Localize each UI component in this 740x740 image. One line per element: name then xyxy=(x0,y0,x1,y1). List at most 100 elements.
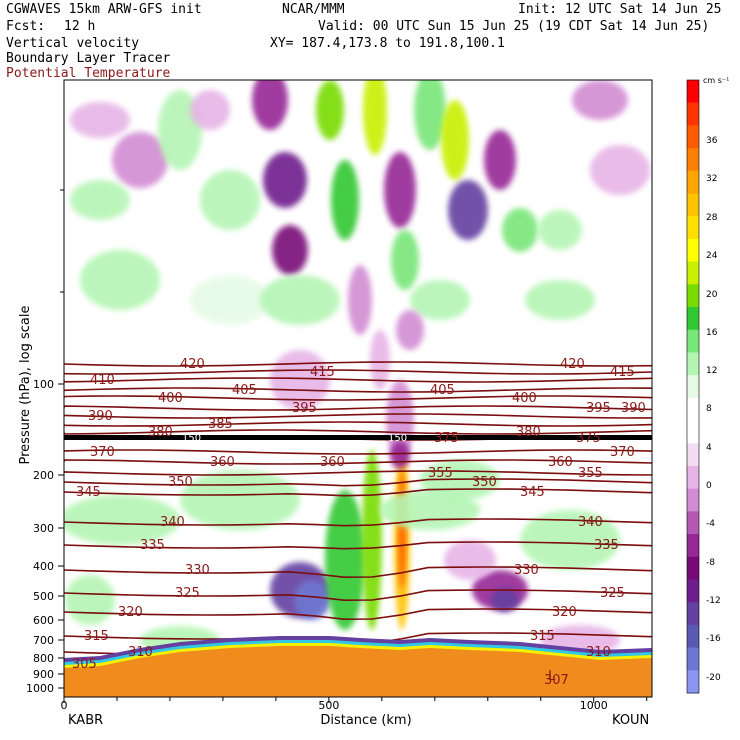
theta-contour-330 xyxy=(64,566,652,579)
colorbar-swatch xyxy=(687,193,699,217)
theta-label: 330 xyxy=(185,563,210,578)
theta-label: 370 xyxy=(90,445,115,460)
vv-blob xyxy=(331,160,359,240)
colorbar-swatch xyxy=(687,602,699,626)
colorbar-label: 0 xyxy=(706,481,712,491)
theta-label: 385 xyxy=(208,417,233,432)
theta-contour-355 xyxy=(64,470,652,476)
colorbar-swatch xyxy=(687,397,699,422)
vv-blob xyxy=(65,575,115,625)
y-tick-label: 400 xyxy=(33,560,54,573)
terrain xyxy=(64,646,652,697)
theta-label: 325 xyxy=(600,586,625,601)
theta-label: 415 xyxy=(310,365,335,380)
tropopause-label-left: 150 xyxy=(182,433,201,444)
y-axis-label: Pressure (hPa), log scale xyxy=(18,306,33,465)
fcst-label: Fcst: xyxy=(6,19,46,34)
y-tick-label: 300 xyxy=(33,522,54,535)
theta-contour-labels: 420 420 415 415 410 405 405 400 400 395 395 390 390 3… xyxy=(72,357,646,688)
theta-label: 380 xyxy=(516,425,541,440)
field-potential-temperature: Potential Temperature xyxy=(6,66,171,81)
colorbar-label: 32 xyxy=(706,174,717,184)
vv-blob xyxy=(410,280,470,320)
theta-label: 375 xyxy=(434,431,459,446)
theta-contour-390 xyxy=(64,413,652,419)
theta-contour-345 xyxy=(64,488,652,497)
theta-label: 390 xyxy=(88,409,113,424)
low-marker: L xyxy=(548,669,556,684)
vv-blob xyxy=(252,80,288,130)
vv-blob xyxy=(263,152,307,208)
vv-blob xyxy=(272,225,308,275)
theta-label: 307 xyxy=(544,673,569,688)
y-tick-label: 900 xyxy=(33,668,54,681)
valid-time: Valid: 00 UTC Sun 15 Jun 25 (19 CDT Sat … xyxy=(318,19,710,34)
colorbar-swatch xyxy=(687,125,699,149)
vv-blob xyxy=(180,470,300,530)
theta-label: 360 xyxy=(210,455,235,470)
xy-coordinates: XY= 187.4,173.8 to 191.8,100.1 xyxy=(270,36,505,51)
vv-blob xyxy=(525,280,595,320)
theta-label: 380 xyxy=(148,425,173,440)
theta-label: 390 xyxy=(621,401,646,416)
y-tick-label: 600 xyxy=(33,614,54,627)
x-tick-label: 0 xyxy=(61,699,68,712)
colorbar-swatch xyxy=(687,488,699,512)
vertical-velocity-shading xyxy=(70,80,650,390)
y-tick-label: 700 xyxy=(33,634,54,647)
field-vertical-velocity: Vertical velocity xyxy=(6,36,140,51)
vv-blob xyxy=(384,152,416,228)
theta-label: 315 xyxy=(530,629,555,644)
theta-label: 395 xyxy=(586,401,611,416)
vv-blob xyxy=(294,580,330,620)
theta-label: 355 xyxy=(428,466,453,481)
vv-blob xyxy=(444,540,496,580)
colorbar-swatch xyxy=(687,102,699,126)
left-endpoint-label: KABR xyxy=(68,713,103,728)
colorbar-swatch xyxy=(687,284,699,308)
colorbar-swatch xyxy=(687,465,699,490)
colorbar-swatch xyxy=(687,670,699,694)
theta-contour-400 xyxy=(64,395,652,401)
theta-label: 420 xyxy=(180,357,205,372)
colorbar-swatch xyxy=(687,624,699,649)
theta-contour-410 xyxy=(64,377,652,383)
plot-frame xyxy=(63,79,653,698)
init-time: Init: 12 UTC Sat 14 Jun 25 xyxy=(518,2,722,17)
vv-blob xyxy=(370,330,390,390)
colorbar-label: -16 xyxy=(706,634,721,644)
colorbar: 36 32 28 24 20 16 12 8 4 0 -4 -8 -12 -16 -20 xyxy=(686,79,721,694)
colorbar-swatch xyxy=(687,216,699,240)
theta-label: 360 xyxy=(320,455,345,470)
fcst-value: 12 h xyxy=(64,19,96,34)
theta-label: 315 xyxy=(84,629,109,644)
vv-blob xyxy=(70,180,130,220)
colorbar-label: 36 xyxy=(706,136,718,146)
colorbar-label: -20 xyxy=(706,673,721,683)
colorbar-swatch xyxy=(687,238,699,263)
theta-label: 410 xyxy=(90,373,115,388)
vv-blob xyxy=(190,90,230,130)
model-title: CGWAVES 15km ARW-GFS init xyxy=(6,2,202,17)
colorbar-label: 20 xyxy=(706,290,718,300)
theta-label: 325 xyxy=(175,586,200,601)
theta-label: 350 xyxy=(472,475,497,490)
colorbar-swatch xyxy=(687,647,699,671)
theta-label: 340 xyxy=(578,515,603,530)
colorbar-label: 16 xyxy=(706,328,718,338)
theta-contour-405 xyxy=(64,387,652,393)
x-tick-label: 500 xyxy=(318,699,339,712)
theta-contour-340 xyxy=(64,518,652,527)
theta-contour-320 xyxy=(64,608,652,621)
vv-blob xyxy=(502,208,538,252)
colorbar-label: -4 xyxy=(706,519,715,529)
vv-blob xyxy=(362,450,382,630)
vv-blob xyxy=(538,210,582,250)
colorbar-swatch xyxy=(687,352,699,376)
theta-label: 345 xyxy=(76,485,101,500)
theta-label: 330 xyxy=(514,563,539,578)
theta-label: 335 xyxy=(594,538,619,553)
theta-label: 305 xyxy=(72,657,97,672)
